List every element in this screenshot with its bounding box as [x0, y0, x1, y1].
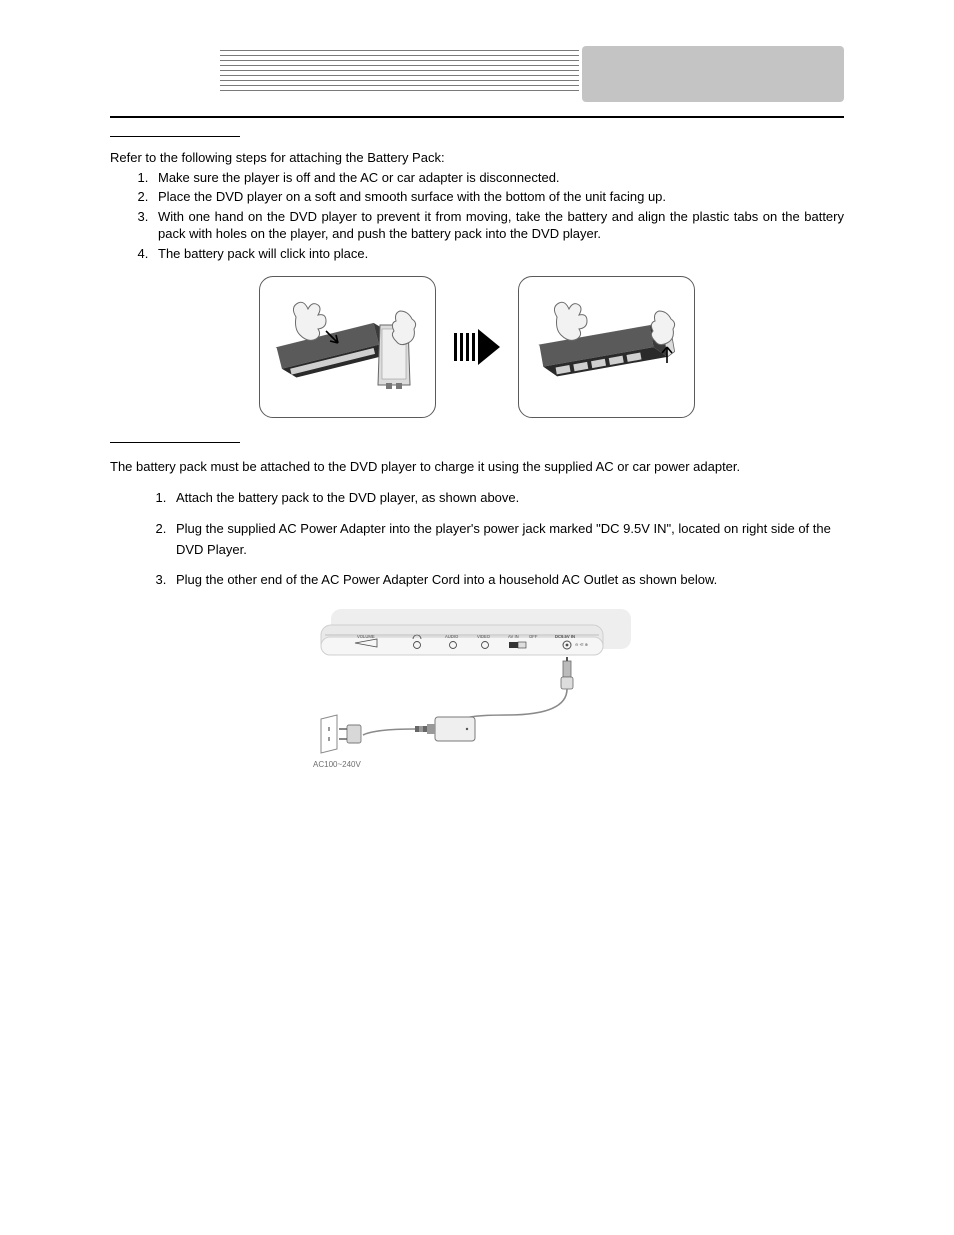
header-gray-block	[582, 46, 844, 102]
header-band	[110, 50, 844, 110]
figure-panel-right	[518, 276, 695, 418]
attach-intro-text: Refer to the following steps for attachi…	[110, 149, 844, 167]
document-page: Refer to the following steps for attachi…	[0, 0, 954, 1235]
attach-steps-list: Make sure the player is off and the AC o…	[110, 169, 844, 263]
figure-attach-battery	[110, 276, 844, 418]
charge-intro-text: The battery pack must be attached to the…	[110, 455, 844, 480]
header-ruled-lines	[220, 50, 579, 95]
header-divider	[110, 116, 844, 118]
charge-step-2: Plug the supplied AC Power Adapter into …	[170, 519, 844, 561]
hand-left-icon	[554, 303, 587, 341]
ac-adapter-icon	[415, 717, 475, 741]
label-avin: AV IN	[508, 634, 519, 639]
dvd-battery-before-icon	[268, 287, 428, 407]
wall-plug-icon	[339, 725, 361, 743]
attach-step-4: The battery pack will click into place.	[152, 245, 844, 263]
figure-panel-left	[259, 276, 436, 418]
figure-charge-connection: VOLUME AUDIO VIDEO AV IN OFF	[110, 605, 844, 785]
hand-right-icon	[651, 311, 674, 345]
power-connection-diagram-icon: VOLUME AUDIO VIDEO AV IN OFF	[307, 605, 647, 785]
svg-text:⊖ ⋲ ⊕: ⊖ ⋲ ⊕	[575, 642, 588, 647]
figure-arrow-between	[454, 327, 500, 367]
charge-step-3: Plug the other end of the AC Power Adapt…	[170, 570, 844, 591]
hand-right-icon	[392, 311, 415, 345]
wall-outlet-icon	[321, 715, 337, 753]
dc-plug-icon	[561, 657, 573, 689]
section-rule-attach	[110, 136, 240, 137]
dvd-battery-after-icon	[527, 287, 687, 407]
charge-step-1: Attach the battery pack to the DVD playe…	[170, 488, 844, 509]
label-off: OFF	[529, 634, 538, 639]
label-video: VIDEO	[477, 634, 491, 639]
label-audio: AUDIO	[445, 634, 459, 639]
attach-step-1: Make sure the player is off and the AC o…	[152, 169, 844, 187]
label-volume: VOLUME	[357, 634, 375, 639]
hand-left-icon	[293, 303, 326, 341]
section-rule-charge	[110, 442, 240, 443]
label-ac-voltage: AC100~240V	[313, 760, 361, 769]
cable-adapter-to-wall	[363, 729, 415, 735]
attach-step-2: Place the DVD player on a soft and smoot…	[152, 188, 844, 206]
attach-step-3: With one hand on the DVD player to preve…	[152, 208, 844, 243]
charge-steps-list: Attach the battery pack to the DVD playe…	[110, 488, 844, 591]
label-dcin: DC9.5V IN	[555, 634, 575, 639]
thick-arrow-right-icon	[454, 327, 500, 367]
